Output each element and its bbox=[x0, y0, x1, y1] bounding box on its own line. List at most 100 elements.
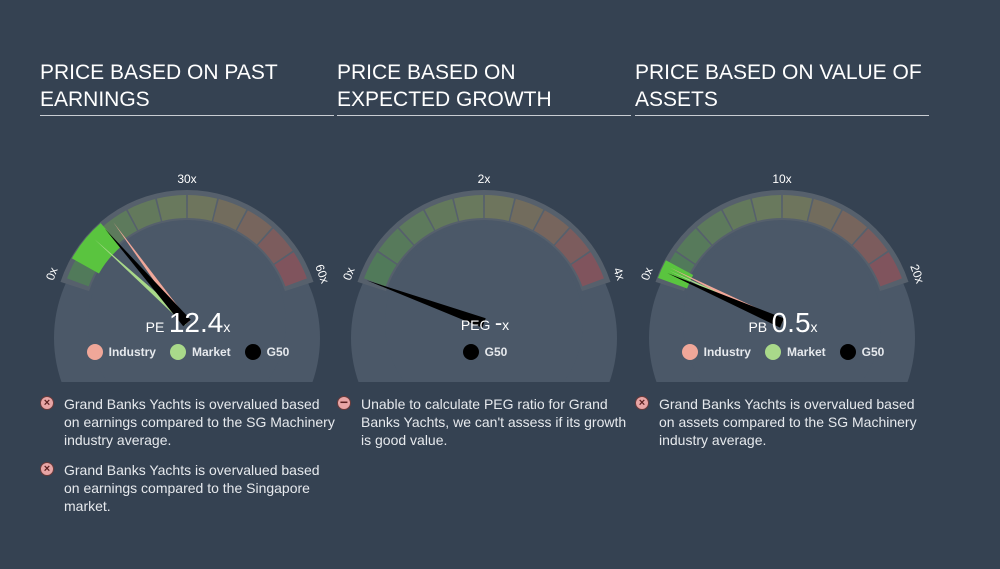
cross-icon: × bbox=[40, 462, 54, 476]
gauge-segment bbox=[213, 199, 247, 230]
tick-label: 30x bbox=[177, 172, 196, 186]
note-item: × Grand Banks Yachts is overvalued based … bbox=[635, 395, 931, 449]
market-dot-icon bbox=[169, 344, 186, 360]
tick-label: 4x bbox=[610, 265, 627, 282]
note-text: Unable to calculate PEG ratio for Grand … bbox=[361, 396, 627, 448]
tick-label: 20x bbox=[907, 262, 927, 285]
company-needle bbox=[667, 273, 784, 328]
note-item: × Grand Banks Yachts is overvalued based … bbox=[40, 395, 336, 449]
legend: G50 bbox=[337, 344, 633, 360]
gauge-segment bbox=[751, 195, 782, 221]
company-dot-icon bbox=[839, 344, 856, 360]
legend: Industry Market G50 bbox=[635, 344, 931, 360]
gauge-segment bbox=[554, 228, 590, 264]
gauge-segment bbox=[156, 195, 187, 221]
gauge-segment bbox=[236, 210, 272, 245]
legend-label: G50 bbox=[484, 345, 508, 359]
panel-title: PRICE BASED ON EXPECTED GROWTH bbox=[337, 59, 631, 116]
gauge-segment bbox=[533, 210, 569, 245]
gauge-highlight bbox=[71, 223, 121, 274]
legend-label: Industry bbox=[108, 345, 156, 359]
gauge-inner bbox=[385, 224, 583, 382]
gauge-segment bbox=[257, 228, 293, 264]
metric-unit: x bbox=[502, 317, 510, 333]
note-text: Grand Banks Yachts is overvalued based o… bbox=[659, 396, 917, 448]
panel-title: PRICE BASED ON VALUE OF ASSETS bbox=[635, 59, 929, 116]
peg-panel: PRICE BASED ON EXPECTED GROWTH 0x 2x 4x PE… bbox=[337, 0, 633, 569]
tick-label: 60x bbox=[312, 262, 332, 285]
gauge-segment bbox=[399, 210, 435, 245]
notes: × Grand Banks Yachts is overvalued based … bbox=[635, 395, 931, 461]
gauge-segment bbox=[852, 228, 888, 264]
cross-icon: × bbox=[40, 396, 54, 410]
industry-dot-icon bbox=[681, 344, 698, 360]
tick-label: 10x bbox=[772, 172, 791, 186]
note-text: Grand Banks Yachts is overvalued based o… bbox=[64, 462, 320, 514]
legend-label: G50 bbox=[861, 345, 885, 359]
metric-value: 0.5 bbox=[771, 307, 811, 338]
gauge-segment bbox=[782, 195, 813, 221]
gauge-segment bbox=[697, 210, 733, 245]
pb-panel: PRICE BASED ON VALUE OF ASSETS 0x 10x 20x … bbox=[635, 0, 931, 569]
pe-readout: PE 12.4x bbox=[40, 305, 336, 341]
legend-label: Market bbox=[786, 345, 826, 359]
company-dot-icon bbox=[244, 344, 261, 360]
gauge-segment bbox=[187, 195, 218, 221]
gauge-segment bbox=[869, 252, 902, 287]
legend-item-market: Market bbox=[764, 344, 826, 360]
gauge-segment bbox=[571, 252, 604, 287]
legend-label: Market bbox=[191, 345, 231, 359]
gauge-highlight bbox=[657, 260, 694, 289]
gauge-inner bbox=[683, 224, 881, 382]
metric-unit: x bbox=[810, 319, 818, 335]
note-text: Grand Banks Yachts is overvalued based o… bbox=[64, 396, 335, 448]
legend-item-company: G50 bbox=[244, 344, 290, 360]
minus-icon: − bbox=[337, 395, 351, 410]
pe-panel: PRICE BASED ON PAST EARNINGS 0x 30x 60x PE… bbox=[40, 0, 336, 569]
peg-readout: PEG -x bbox=[337, 305, 633, 341]
tick-label: 0x bbox=[340, 265, 357, 282]
market-dot-icon bbox=[764, 344, 781, 360]
metric-value: - bbox=[494, 310, 503, 335]
pe-gauge: 0x 30x 60x bbox=[43, 172, 332, 382]
legend-item-industry: Industry bbox=[681, 344, 751, 360]
note-item: × Grand Banks Yachts is overvalued based … bbox=[40, 461, 336, 515]
legend-item-industry: Industry bbox=[86, 344, 156, 360]
gauge-segment bbox=[378, 228, 414, 264]
gauge-segment bbox=[453, 195, 484, 221]
peg-gauge: 0x 2x 4x bbox=[340, 172, 628, 382]
company-needle bbox=[366, 280, 486, 328]
legend-item-company: G50 bbox=[462, 344, 508, 360]
metric-label: PB bbox=[748, 319, 768, 335]
notes: × Grand Banks Yachts is overvalued based … bbox=[40, 395, 336, 527]
legend-label: G50 bbox=[266, 345, 290, 359]
panel-title: PRICE BASED ON PAST EARNINGS bbox=[40, 59, 334, 116]
pb-gauge: 0x 10x 20x bbox=[638, 172, 927, 382]
gauge-segment bbox=[808, 199, 842, 230]
company-needle bbox=[104, 228, 191, 327]
gauge-segment bbox=[722, 199, 756, 230]
legend-label: Industry bbox=[703, 345, 751, 359]
legend-item-market: Market bbox=[169, 344, 231, 360]
pb-readout: PB 0.5x bbox=[635, 305, 931, 341]
metric-unit: x bbox=[223, 319, 231, 335]
gauge-segment bbox=[510, 199, 544, 230]
tick-label: 0x bbox=[638, 265, 655, 282]
gauge-segment bbox=[676, 228, 712, 264]
gauge-segment bbox=[127, 199, 161, 230]
gauge-segment bbox=[274, 252, 307, 287]
gauge-segment bbox=[424, 199, 458, 230]
tick-label: 0x bbox=[43, 265, 60, 282]
metric-label: PEG bbox=[460, 317, 491, 333]
industry-dot-icon bbox=[86, 344, 103, 360]
metric-label: PE bbox=[145, 319, 165, 335]
gauge-segment bbox=[831, 210, 867, 245]
metric-value: 12.4 bbox=[168, 307, 224, 338]
legend-item-company: G50 bbox=[839, 344, 885, 360]
note-item: − Unable to calculate PEG ratio for Grand… bbox=[337, 395, 633, 449]
gauge-segment bbox=[364, 252, 397, 287]
tick-label: 2x bbox=[478, 172, 491, 186]
cross-icon: × bbox=[635, 396, 649, 410]
company-dot-icon bbox=[462, 344, 479, 360]
legend: Industry Market G50 bbox=[40, 344, 336, 360]
